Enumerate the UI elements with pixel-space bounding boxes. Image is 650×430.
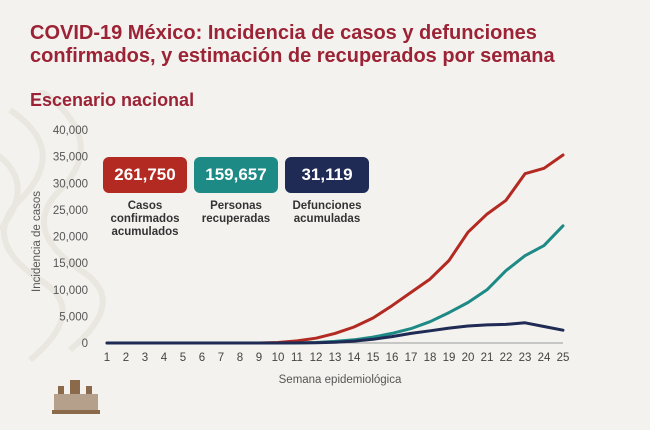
x-tick-label: 24	[538, 352, 551, 364]
x-tick-label: 6	[199, 352, 205, 364]
series-line-2	[105, 321, 565, 345]
x-tick-label: 10	[272, 352, 285, 364]
x-tick-label: 8	[237, 352, 243, 364]
x-tick-label: 21	[481, 352, 494, 364]
x-tick-label: 15	[367, 352, 380, 364]
x-axis-label: Semana epidemiológica	[279, 374, 402, 386]
x-tick-label: 16	[386, 352, 399, 364]
deaths-value: 31,119	[301, 165, 353, 184]
y-tick-label: 10,000	[53, 285, 88, 297]
x-tick-label: 22	[500, 352, 513, 364]
x-tick-label: 23	[519, 352, 532, 364]
y-axis-label: Incidencia de casos	[31, 191, 43, 292]
x-tick-label: 2	[123, 352, 129, 364]
y-tick-label: 25,000	[53, 205, 88, 217]
deaths-label: Defunciones acumuladas	[292, 200, 362, 225]
y-tick-label: 40,000	[53, 125, 88, 137]
x-tick-label: 13	[329, 352, 342, 364]
recovered-label: Personas recuperadas	[201, 200, 271, 225]
x-tick-label: 3	[142, 352, 148, 364]
x-tick-label: 1	[104, 352, 110, 364]
confirmed-cases-value: 261,750	[114, 165, 176, 184]
x-tick-label: 4	[161, 352, 168, 364]
y-tick-label: 35,000	[53, 152, 88, 164]
chart-subtitle: Escenario nacional	[30, 90, 195, 110]
x-tick-label: 11	[291, 352, 303, 364]
y-tick-label: 30,000	[53, 178, 88, 190]
x-tick-label: 14	[348, 352, 361, 364]
y-tick-label: 5,000	[59, 311, 88, 323]
x-tick-label: 5	[180, 352, 186, 364]
government-logo	[52, 380, 100, 414]
chart-title: COVID-19 México: Incidencia de casos y d…	[30, 22, 555, 67]
x-tick-label: 18	[424, 352, 437, 364]
confirmed-cases-label: Casos confirmados acumulados	[110, 200, 180, 238]
recovered-value: 159,657	[205, 165, 267, 184]
x-tick-label: 7	[218, 352, 224, 364]
x-tick-label: 19	[443, 352, 456, 364]
x-tick-label: 20	[462, 352, 475, 364]
y-tick-label: 0	[82, 338, 88, 350]
x-tick-label: 12	[310, 352, 323, 364]
deaths-box: 31,119	[285, 157, 369, 193]
recovered-box: 159,657	[194, 157, 278, 193]
y-tick-label: 15,000	[53, 258, 88, 270]
x-tick-label: 9	[256, 352, 262, 364]
x-tick-label: 25	[557, 352, 570, 364]
y-tick-label: 20,000	[53, 232, 88, 244]
x-tick-label: 17	[405, 352, 418, 364]
confirmed-cases-box: 261,750	[103, 157, 187, 193]
